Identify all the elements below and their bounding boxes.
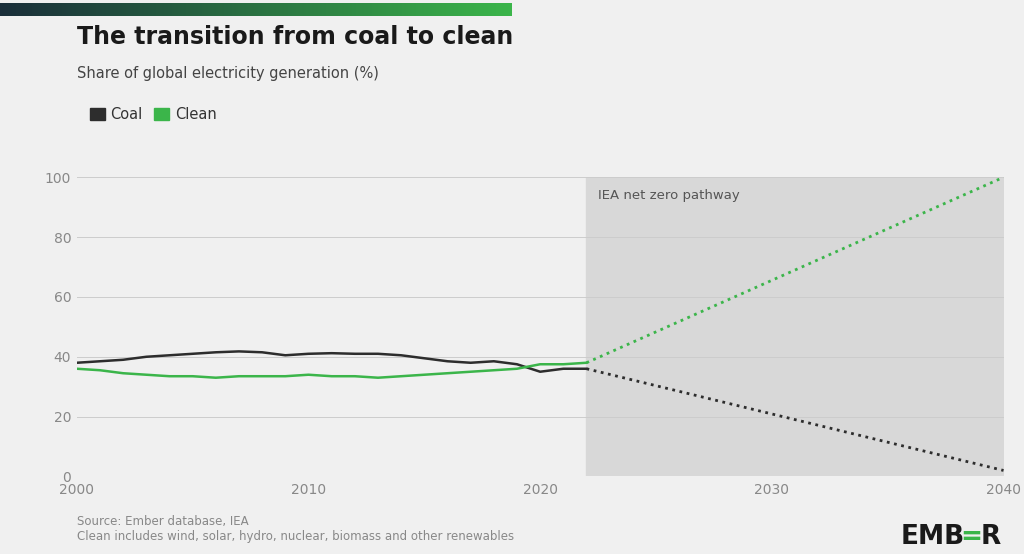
- Text: The transition from coal to clean: The transition from coal to clean: [77, 25, 513, 49]
- Text: Source: Ember database, IEA
Clean includes wind, solar, hydro, nuclear, biomass : Source: Ember database, IEA Clean includ…: [77, 515, 514, 543]
- Text: IEA net zero pathway: IEA net zero pathway: [598, 189, 739, 202]
- Text: Share of global electricity generation (%): Share of global electricity generation (…: [77, 66, 379, 81]
- Text: R: R: [981, 524, 1001, 550]
- Text: =: =: [961, 524, 982, 550]
- Text: EMB: EMB: [901, 524, 966, 550]
- Bar: [587, 177, 1004, 476]
- Legend: Coal, Clean: Coal, Clean: [84, 101, 222, 128]
